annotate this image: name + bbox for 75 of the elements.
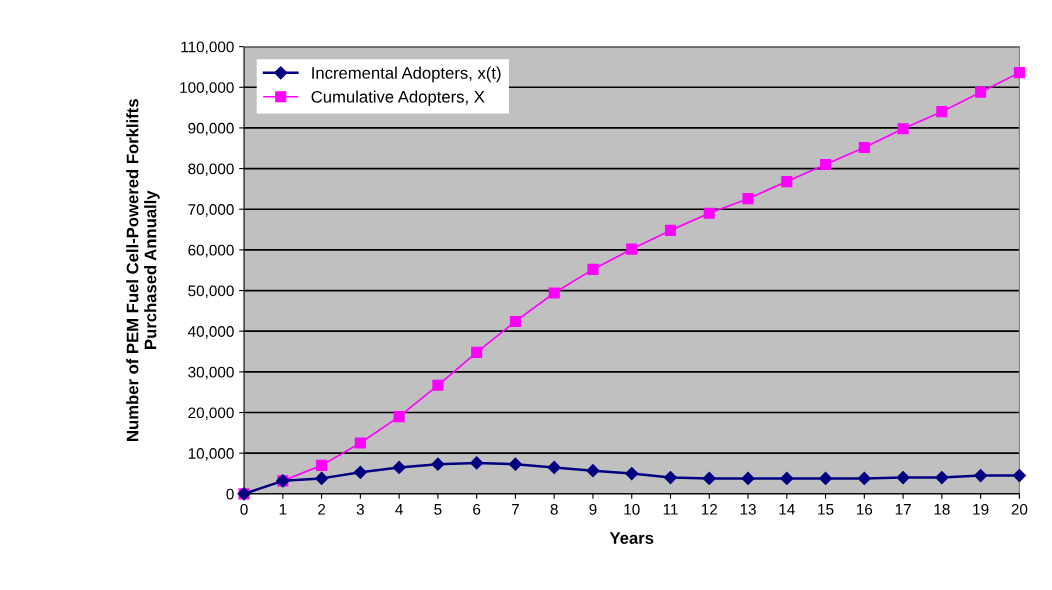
point (857, 471, 871, 485)
y-tick-label: 40,000 (187, 326, 234, 339)
point (431, 457, 445, 471)
x-tick-label: 14 (779, 504, 795, 515)
point (316, 459, 328, 471)
x-tick-label: 7 (511, 504, 519, 515)
y-tick-label: 110,000 (181, 41, 234, 55)
point (432, 379, 444, 391)
y-tick-label: 60,000 (188, 244, 234, 258)
x-axis-title: Years (609, 532, 654, 544)
point (858, 141, 870, 153)
point (975, 86, 987, 98)
x-tick-label: 2 (318, 503, 326, 515)
y-axis-title: Number of PEM Fuel Cell-Powered Forklifts Purchased Annually (126, 99, 160, 441)
point (509, 315, 521, 328)
x-tick-label: 16 (856, 503, 873, 515)
x-tick-label: 5 (434, 504, 442, 515)
point (702, 471, 716, 485)
point (936, 106, 948, 118)
x-tick-label: 1 (279, 504, 287, 515)
x-tick-label: 17 (895, 504, 911, 515)
point (781, 176, 793, 188)
point (820, 158, 832, 171)
x-tick-label: 4 (395, 504, 403, 515)
point (626, 243, 638, 255)
point (1012, 468, 1026, 483)
point (896, 470, 910, 485)
point (392, 460, 406, 474)
y-tick-label: 100,000 (180, 82, 234, 95)
point (470, 456, 484, 470)
y-tick-label: 20,000 (188, 407, 234, 421)
y-tick-label: 50,000 (188, 285, 234, 299)
point (508, 457, 523, 471)
point (547, 460, 561, 474)
point (354, 437, 366, 449)
point (587, 263, 599, 275)
point (625, 466, 639, 481)
point (742, 193, 754, 205)
x-tick-label: 8 (550, 503, 558, 515)
point (548, 287, 560, 299)
y-tick-label: 80,000 (188, 163, 234, 177)
x-tick-label: 10 (624, 503, 640, 515)
y-tick-label: 0 (226, 488, 234, 500)
x-tick-label: 20 (1011, 503, 1028, 515)
x-tick-label: 3 (356, 503, 364, 515)
point (664, 224, 677, 236)
x-tick-label: 18 (934, 503, 950, 515)
y-tick-label: 70,000 (188, 204, 234, 217)
x-tick-label: 13 (740, 503, 756, 515)
point (935, 470, 949, 485)
point (741, 471, 755, 485)
y-tick-label: 30,000 (188, 366, 234, 380)
x-tick-label: 9 (589, 503, 597, 515)
x-tick-label: 19 (973, 503, 989, 515)
y-tick-label: 10,000 (188, 448, 234, 461)
point (780, 471, 794, 485)
point (353, 465, 367, 479)
x-tick-label: 0 (240, 503, 248, 515)
x-tick-label: 11 (663, 504, 678, 515)
point (1013, 67, 1025, 79)
point (663, 470, 678, 485)
x-tick-label: 6 (473, 503, 481, 515)
x-tick-label: 12 (701, 503, 717, 515)
x-tick-label: 15 (818, 504, 834, 515)
legend-label: Incremental Adopters, x(t) (312, 66, 501, 83)
point (703, 207, 715, 219)
y-tick-label: 90,000 (188, 122, 234, 136)
legend-label: Cumulative Adopters, X (311, 90, 485, 107)
point (818, 471, 833, 485)
point (586, 464, 600, 478)
point (315, 471, 329, 485)
point (471, 346, 483, 358)
point (393, 411, 405, 423)
point (974, 468, 988, 483)
point (897, 123, 909, 135)
